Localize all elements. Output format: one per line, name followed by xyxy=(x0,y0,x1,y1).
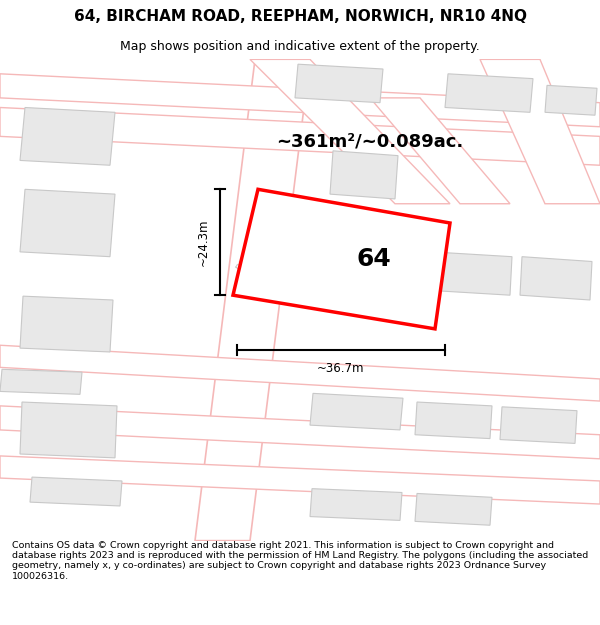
Text: Contains OS data © Crown copyright and database right 2021. This information is : Contains OS data © Crown copyright and d… xyxy=(12,541,588,581)
Polygon shape xyxy=(545,86,597,115)
Polygon shape xyxy=(310,489,402,521)
Polygon shape xyxy=(0,107,600,165)
Polygon shape xyxy=(295,64,383,102)
Text: Map shows position and indicative extent of the property.: Map shows position and indicative extent… xyxy=(120,40,480,52)
Polygon shape xyxy=(20,107,115,165)
Polygon shape xyxy=(0,456,600,504)
Polygon shape xyxy=(310,393,403,430)
Polygon shape xyxy=(20,402,117,458)
Polygon shape xyxy=(480,59,600,204)
Text: ~361m²/~0.089ac.: ~361m²/~0.089ac. xyxy=(277,132,464,150)
Polygon shape xyxy=(520,257,592,300)
Text: 64: 64 xyxy=(356,247,391,271)
Text: 64, BIRCHAM ROAD, REEPHAM, NORWICH, NR10 4NQ: 64, BIRCHAM ROAD, REEPHAM, NORWICH, NR10… xyxy=(74,9,527,24)
Polygon shape xyxy=(30,477,122,506)
Polygon shape xyxy=(233,189,450,329)
Polygon shape xyxy=(0,345,600,401)
Polygon shape xyxy=(345,232,423,281)
Polygon shape xyxy=(195,59,310,541)
Text: Bircham Road: Bircham Road xyxy=(235,211,281,274)
Text: ~24.3m: ~24.3m xyxy=(197,219,210,266)
Polygon shape xyxy=(415,402,492,439)
Polygon shape xyxy=(20,296,113,352)
Polygon shape xyxy=(20,189,115,257)
Polygon shape xyxy=(445,74,533,112)
Polygon shape xyxy=(500,407,577,443)
Text: ~36.7m: ~36.7m xyxy=(317,362,365,374)
Polygon shape xyxy=(370,98,510,204)
Polygon shape xyxy=(0,406,600,459)
Polygon shape xyxy=(0,74,600,127)
Polygon shape xyxy=(250,59,450,204)
Polygon shape xyxy=(430,252,512,295)
Polygon shape xyxy=(330,151,398,199)
Polygon shape xyxy=(415,494,492,525)
Polygon shape xyxy=(0,369,82,394)
